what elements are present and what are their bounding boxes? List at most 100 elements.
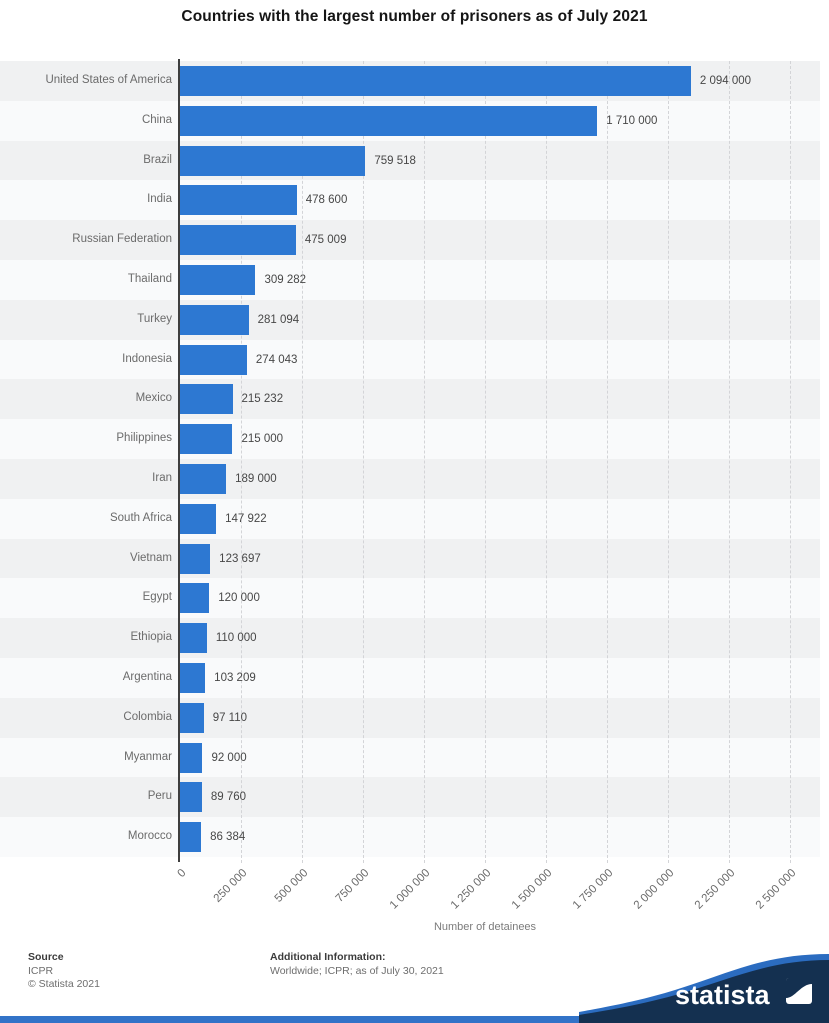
category-label: Argentina (122, 671, 172, 683)
gridline (607, 61, 608, 863)
category-label: Myanmar (124, 750, 172, 763)
value-label: 86 384 (210, 831, 246, 844)
additional-info-text: Worldwide; ICPR; as of July 30, 2021 (270, 964, 444, 977)
row-stripe (0, 459, 820, 499)
value-label: 215 232 (241, 393, 284, 406)
row-stripe (0, 419, 820, 459)
statista-logo: statista (579, 954, 829, 1023)
bar (180, 662, 206, 693)
category-label: Colombia (123, 710, 172, 723)
value-label: 478 600 (305, 194, 348, 207)
value-label: 123 697 (219, 552, 261, 565)
value-label: 309 282 (264, 273, 307, 286)
bar (180, 822, 202, 853)
gridline (729, 61, 730, 863)
value-label: 759 518 (374, 154, 416, 167)
bar-chart: United States of America 2 094 000 China 1 … (0, 59, 820, 933)
gridline (546, 61, 547, 863)
row-stripe (0, 618, 820, 658)
value-label: 475 009 (304, 234, 347, 247)
row-stripe (0, 697, 820, 738)
logo-navy-shape (579, 960, 829, 1023)
source-block: Source ICPR © Statista 2021 (28, 951, 100, 992)
bar (180, 185, 297, 216)
value-label: 2 094 000 (699, 74, 752, 87)
row-stripe (0, 379, 820, 420)
bar (180, 742, 203, 773)
row-stripe (0, 578, 820, 619)
bar (180, 543, 211, 574)
bar (180, 384, 233, 415)
value-label: 147 922 (225, 512, 267, 525)
category-label: Peru (147, 790, 172, 803)
row-stripe (0, 538, 820, 579)
row-stripe (0, 140, 820, 181)
bar (180, 304, 249, 335)
gridline (668, 61, 669, 863)
category-label: Egypt (142, 591, 172, 604)
bar (180, 344, 247, 375)
row-stripe (0, 777, 820, 818)
category-label: Iran (152, 472, 172, 484)
row-stripe (0, 339, 820, 380)
source-name: ICPR (28, 964, 54, 977)
category-label: Ethiopia (130, 631, 172, 644)
gridline (241, 61, 242, 863)
gridline (790, 61, 791, 863)
logo-diagonal-mark (786, 978, 812, 998)
row-stripe (0, 180, 820, 221)
gridline (424, 61, 425, 863)
logo-wordmark: statista (675, 980, 771, 1010)
row-stripe (0, 220, 820, 260)
gridline (363, 61, 364, 863)
bar (180, 264, 256, 295)
chart-title: Countries with the largest number of pri… (181, 8, 648, 25)
value-label: 97 110 (212, 711, 248, 724)
category-label: Vietnam (130, 551, 172, 564)
bottom-accent-bar (0, 1016, 829, 1023)
category-label: South Africa (109, 511, 172, 524)
category-label: Brazil (143, 153, 172, 166)
y-axis-line (178, 59, 180, 862)
value-label: 103 209 (214, 671, 256, 684)
row-stripe (0, 498, 820, 539)
copyright: © Statista 2021 (28, 978, 100, 990)
value-label: 120 000 (218, 592, 260, 605)
bar (180, 225, 296, 256)
gridline (485, 61, 486, 863)
value-label: 89 760 (210, 791, 247, 804)
category-label: Russian Federation (72, 233, 172, 246)
gridline (302, 61, 303, 863)
bar (180, 782, 202, 813)
category-label: Thailand (127, 273, 172, 285)
value-label: 110 000 (215, 632, 257, 645)
value-label: 1 710 000 (606, 114, 658, 127)
row-stripe (0, 299, 820, 340)
value-label: 189 000 (235, 472, 277, 485)
value-label: 92 000 (211, 751, 247, 764)
bar (180, 623, 207, 654)
row-stripe (0, 658, 820, 698)
value-label: 281 094 (257, 313, 300, 326)
category-label: China (141, 113, 172, 126)
x-axis-title: Number of detainees (433, 921, 537, 933)
bar (180, 463, 227, 494)
row-stripe (0, 260, 820, 300)
category-label: Mexico (135, 392, 172, 405)
category-label: India (147, 193, 172, 206)
value-label: 215 000 (241, 433, 284, 446)
bar (180, 145, 366, 176)
additional-info-block: Additional Information: Worldwide; ICPR;… (270, 951, 444, 978)
category-label: Indonesia (122, 352, 172, 365)
bar (180, 503, 217, 534)
category-label: Turkey (137, 312, 172, 325)
category-label: Morocco (127, 830, 172, 843)
bar (180, 105, 598, 136)
bar (180, 424, 233, 455)
row-stripe (0, 817, 820, 857)
value-label: 274 043 (255, 353, 298, 366)
category-label: United States of America (45, 74, 172, 86)
category-label: Philippines (116, 432, 172, 445)
row-stripe (0, 737, 820, 778)
